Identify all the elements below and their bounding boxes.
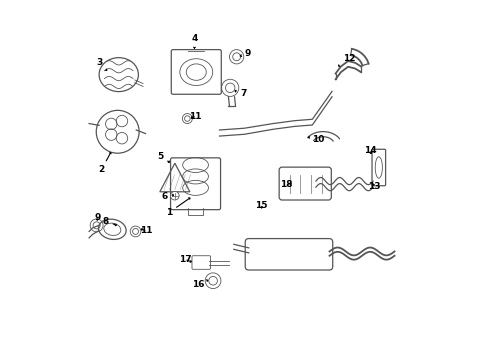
Text: 18: 18 <box>280 180 292 189</box>
Text: 10: 10 <box>308 135 323 144</box>
Text: 8: 8 <box>102 217 116 226</box>
Text: 17: 17 <box>179 255 191 264</box>
Text: 6: 6 <box>162 192 173 201</box>
Text: 1: 1 <box>166 198 189 217</box>
Text: 13: 13 <box>367 182 379 191</box>
Text: 11: 11 <box>140 226 152 235</box>
Text: 9: 9 <box>94 213 101 222</box>
Text: 12: 12 <box>338 54 355 66</box>
Text: 4: 4 <box>191 35 197 48</box>
Text: 2: 2 <box>98 153 111 174</box>
Text: 7: 7 <box>235 89 246 98</box>
Circle shape <box>170 192 179 200</box>
Text: 3: 3 <box>97 58 106 70</box>
Text: 15: 15 <box>255 201 267 210</box>
Text: 14: 14 <box>363 146 376 155</box>
Text: 9: 9 <box>240 49 250 58</box>
Text: 5: 5 <box>157 152 169 162</box>
Text: 16: 16 <box>192 280 207 289</box>
Text: 11: 11 <box>189 112 202 121</box>
